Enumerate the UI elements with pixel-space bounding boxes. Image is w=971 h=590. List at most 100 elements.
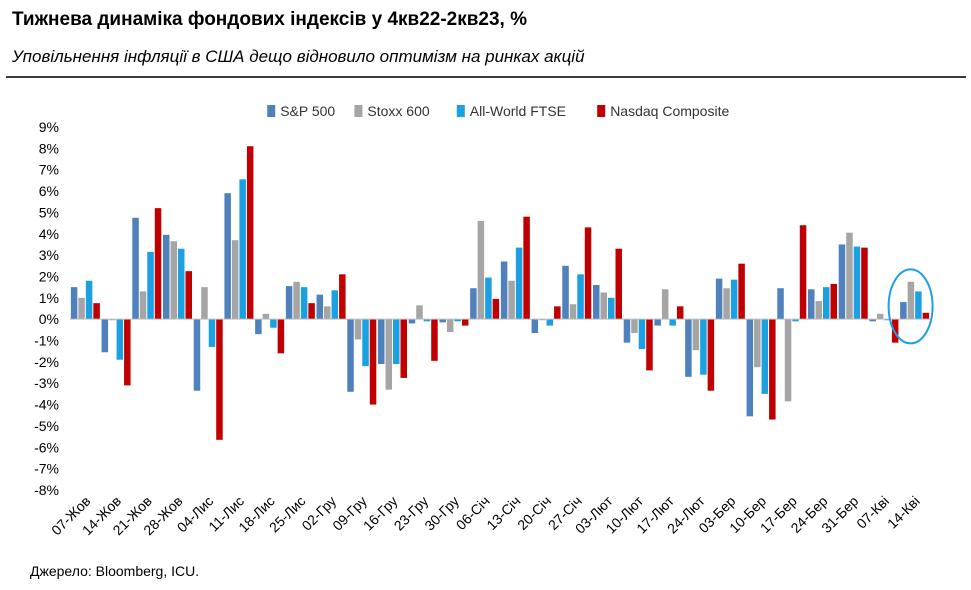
- bar: [400, 319, 407, 378]
- bar: [70, 287, 78, 320]
- bar: [915, 291, 922, 320]
- bar: [685, 319, 692, 377]
- y-tick-label: -7%: [34, 461, 59, 477]
- bar: [124, 319, 131, 386]
- y-tick-label: -4%: [34, 397, 59, 413]
- x-tick-label: 20-Січ: [514, 493, 554, 533]
- bar: [470, 288, 477, 320]
- legend-label: S&P 500: [280, 103, 335, 119]
- y-axis: 9% 8% 7% 6% 5% 4% 3% 2% 1% 0% -1% -2% -3% -4% -5% -6% -7…: [34, 119, 59, 498]
- bar: [723, 288, 730, 320]
- title-divider: [6, 76, 966, 78]
- bar: [838, 244, 846, 320]
- bar: [193, 319, 201, 391]
- y-tick-label: -8%: [34, 482, 59, 498]
- bar-chart: S&P 500 Stoxx 600 All-World FTSE Nasdaq Com…: [34, 103, 934, 538]
- x-tick-label: 14-Кві: [884, 493, 923, 532]
- bar: [661, 289, 669, 320]
- bar: [185, 271, 192, 320]
- chart-title: Тижнева динаміка фондових індексів у 4кв…: [12, 9, 528, 30]
- legend-label: Stoxx 600: [367, 103, 429, 119]
- bar: [861, 247, 868, 320]
- bar: [746, 319, 754, 417]
- bar: [132, 217, 139, 320]
- y-tick-label: -6%: [34, 439, 59, 455]
- x-tick-label: 30-Гру: [421, 493, 462, 534]
- bar: [439, 319, 446, 323]
- bar: [216, 319, 223, 440]
- bar: [224, 193, 231, 320]
- bar: [316, 294, 324, 320]
- bar: [799, 225, 807, 320]
- bar: [101, 319, 109, 353]
- bar: [116, 319, 124, 360]
- bar: [676, 306, 684, 320]
- x-axis: 07-Жов14-Жов21-Жов28-Жов04-Лис11-Лис18-Л…: [48, 318, 930, 538]
- bar: [300, 287, 308, 320]
- legend-swatch: [267, 105, 276, 117]
- bar: [431, 319, 438, 361]
- bar: [700, 319, 707, 375]
- bar: [354, 319, 362, 340]
- bar: [369, 319, 377, 405]
- bar: [293, 281, 300, 320]
- y-tick-label: -2%: [34, 354, 59, 370]
- bar: [922, 312, 930, 320]
- bar: [669, 319, 676, 326]
- bar: [593, 285, 600, 320]
- bar: [416, 305, 423, 320]
- y-tick-label: 6%: [39, 183, 59, 199]
- bar: [477, 220, 485, 320]
- bar: [600, 292, 607, 320]
- bar: [569, 304, 577, 320]
- bar: [730, 279, 738, 320]
- bar: [646, 319, 653, 371]
- bar: [178, 248, 185, 320]
- y-tick-label: 0%: [39, 311, 59, 327]
- bar: [285, 286, 293, 320]
- bar: [170, 241, 177, 320]
- bar: [692, 319, 700, 351]
- bar: [385, 319, 392, 390]
- bar: [707, 319, 715, 391]
- y-tick-label: 1%: [39, 290, 59, 306]
- bar: [539, 319, 546, 321]
- bar: [792, 319, 799, 322]
- legend-label: Nasdaq Composite: [610, 103, 729, 119]
- bar: [270, 319, 277, 328]
- bar: [769, 319, 776, 420]
- bar: [277, 319, 285, 354]
- bar: [339, 274, 346, 320]
- bar: [784, 319, 792, 402]
- bar: [154, 208, 162, 320]
- bar: [715, 278, 723, 320]
- bar: [853, 246, 861, 320]
- bar: [761, 319, 769, 394]
- y-tick-label: 8%: [39, 140, 59, 156]
- chart-subtitle: Уповільнення інфляції в США дещо віднови…: [12, 47, 585, 66]
- legend-swatch: [354, 105, 363, 117]
- bar-series: [70, 146, 930, 440]
- bar: [324, 306, 331, 320]
- bar: [615, 248, 622, 320]
- bar: [331, 290, 339, 320]
- bar: [85, 280, 93, 320]
- legend-swatch: [597, 105, 606, 117]
- bar: [255, 319, 262, 335]
- bar: [393, 319, 400, 365]
- y-tick-label: -5%: [34, 418, 59, 434]
- bar: [246, 146, 254, 320]
- bar: [93, 303, 100, 320]
- bar: [423, 319, 431, 322]
- bar: [201, 287, 208, 320]
- y-tick-label: 2%: [39, 268, 59, 284]
- bar: [884, 319, 891, 321]
- y-tick-label: -3%: [34, 375, 59, 391]
- bar: [654, 319, 661, 326]
- bar: [830, 283, 837, 320]
- bar: [492, 298, 500, 320]
- bar: [738, 263, 745, 320]
- x-tick-label: 13-Січ: [483, 493, 523, 533]
- source-note: Джерело: Bloomberg, ICU.: [30, 563, 200, 579]
- bar: [461, 319, 469, 326]
